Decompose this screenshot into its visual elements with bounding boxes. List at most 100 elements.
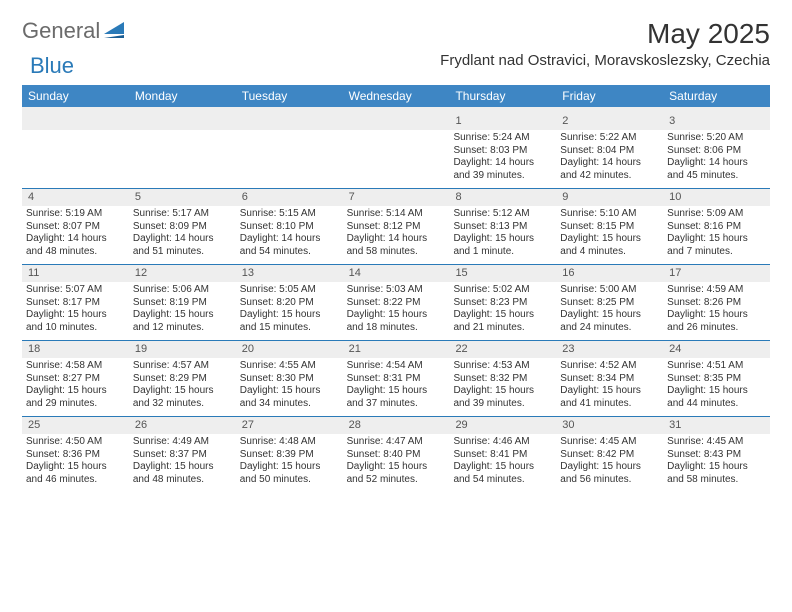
sunrise-text: Sunrise: 5:20 AM — [667, 132, 766, 145]
day-number: 1 — [449, 113, 556, 130]
day-number: 22 — [449, 341, 556, 358]
calendar-day-cell: 4Sunrise: 5:19 AMSunset: 8:07 PMDaylight… — [22, 188, 129, 264]
daylight-text: Daylight: 14 hours and 51 minutes. — [133, 233, 232, 258]
day-content — [129, 130, 236, 188]
daylight-text: Daylight: 14 hours and 39 minutes. — [453, 157, 552, 182]
calendar-day-cell: 13Sunrise: 5:05 AMSunset: 8:20 PMDayligh… — [236, 264, 343, 340]
calendar-day-cell: 1Sunrise: 5:24 AMSunset: 8:03 PMDaylight… — [449, 113, 556, 188]
weekday-label: Thursday — [449, 85, 556, 107]
brand-text-b: Blue — [30, 53, 74, 79]
calendar-week: 4Sunrise: 5:19 AMSunset: 8:07 PMDaylight… — [22, 188, 770, 264]
sunrise-text: Sunrise: 4:48 AM — [240, 436, 339, 449]
sunset-text: Sunset: 8:04 PM — [560, 145, 659, 158]
sunset-text: Sunset: 8:41 PM — [453, 449, 552, 462]
day-number: 23 — [556, 341, 663, 358]
calendar-day-cell: 29Sunrise: 4:46 AMSunset: 8:41 PMDayligh… — [449, 416, 556, 492]
sunset-text: Sunset: 8:10 PM — [240, 221, 339, 234]
day-number: 11 — [22, 265, 129, 282]
calendar-day-cell: 2Sunrise: 5:22 AMSunset: 8:04 PMDaylight… — [556, 113, 663, 188]
weekday-label: Tuesday — [236, 85, 343, 107]
daylight-text: Daylight: 15 hours and 18 minutes. — [347, 309, 446, 334]
sunrise-text: Sunrise: 5:22 AM — [560, 132, 659, 145]
calendar-day-cell: 9Sunrise: 5:10 AMSunset: 8:15 PMDaylight… — [556, 188, 663, 264]
sunset-text: Sunset: 8:06 PM — [667, 145, 766, 158]
daylight-text: Daylight: 15 hours and 15 minutes. — [240, 309, 339, 334]
sunset-text: Sunset: 8:17 PM — [26, 297, 125, 310]
sunset-text: Sunset: 8:36 PM — [26, 449, 125, 462]
calendar-day-cell: 14Sunrise: 5:03 AMSunset: 8:22 PMDayligh… — [343, 264, 450, 340]
sunrise-text: Sunrise: 5:06 AM — [133, 284, 232, 297]
calendar-week: 11Sunrise: 5:07 AMSunset: 8:17 PMDayligh… — [22, 264, 770, 340]
brand-logo: General — [22, 18, 128, 44]
day-number: 10 — [663, 189, 770, 206]
sunrise-text: Sunrise: 5:17 AM — [133, 208, 232, 221]
sunset-text: Sunset: 8:34 PM — [560, 373, 659, 386]
daylight-text: Daylight: 15 hours and 32 minutes. — [133, 385, 232, 410]
day-content: Sunrise: 4:53 AMSunset: 8:32 PMDaylight:… — [449, 358, 556, 416]
day-content: Sunrise: 5:15 AMSunset: 8:10 PMDaylight:… — [236, 206, 343, 264]
sunset-text: Sunset: 8:32 PM — [453, 373, 552, 386]
day-number — [343, 113, 450, 130]
day-content: Sunrise: 5:02 AMSunset: 8:23 PMDaylight:… — [449, 282, 556, 340]
daylight-text: Daylight: 14 hours and 45 minutes. — [667, 157, 766, 182]
sunrise-text: Sunrise: 4:59 AM — [667, 284, 766, 297]
daylight-text: Daylight: 15 hours and 39 minutes. — [453, 385, 552, 410]
daylight-text: Daylight: 15 hours and 37 minutes. — [347, 385, 446, 410]
day-number: 15 — [449, 265, 556, 282]
sunset-text: Sunset: 8:13 PM — [453, 221, 552, 234]
calendar-day-cell — [129, 113, 236, 188]
sunset-text: Sunset: 8:12 PM — [347, 221, 446, 234]
day-content: Sunrise: 5:06 AMSunset: 8:19 PMDaylight:… — [129, 282, 236, 340]
calendar-day-cell: 11Sunrise: 5:07 AMSunset: 8:17 PMDayligh… — [22, 264, 129, 340]
day-number: 25 — [22, 417, 129, 434]
sunset-text: Sunset: 8:25 PM — [560, 297, 659, 310]
sunset-text: Sunset: 8:35 PM — [667, 373, 766, 386]
weekday-label: Saturday — [663, 85, 770, 107]
day-number — [129, 113, 236, 130]
daylight-text: Daylight: 15 hours and 24 minutes. — [560, 309, 659, 334]
calendar-day-cell: 5Sunrise: 5:17 AMSunset: 8:09 PMDaylight… — [129, 188, 236, 264]
day-number: 26 — [129, 417, 236, 434]
calendar-day-cell: 28Sunrise: 4:47 AMSunset: 8:40 PMDayligh… — [343, 416, 450, 492]
day-content: Sunrise: 4:45 AMSunset: 8:42 PMDaylight:… — [556, 434, 663, 492]
calendar-day-cell: 21Sunrise: 4:54 AMSunset: 8:31 PMDayligh… — [343, 340, 450, 416]
sunrise-text: Sunrise: 5:05 AM — [240, 284, 339, 297]
location-subtitle: Frydlant nad Ostravici, Moravskoslezsky,… — [440, 52, 770, 69]
day-content: Sunrise: 5:14 AMSunset: 8:12 PMDaylight:… — [343, 206, 450, 264]
day-content: Sunrise: 5:20 AMSunset: 8:06 PMDaylight:… — [663, 130, 770, 188]
calendar-day-cell: 20Sunrise: 4:55 AMSunset: 8:30 PMDayligh… — [236, 340, 343, 416]
sunset-text: Sunset: 8:42 PM — [560, 449, 659, 462]
day-number: 2 — [556, 113, 663, 130]
daylight-text: Daylight: 15 hours and 58 minutes. — [667, 461, 766, 486]
sunset-text: Sunset: 8:29 PM — [133, 373, 232, 386]
day-content: Sunrise: 4:54 AMSunset: 8:31 PMDaylight:… — [343, 358, 450, 416]
day-content — [343, 130, 450, 188]
sunrise-text: Sunrise: 4:46 AM — [453, 436, 552, 449]
day-content: Sunrise: 5:19 AMSunset: 8:07 PMDaylight:… — [22, 206, 129, 264]
daylight-text: Daylight: 15 hours and 12 minutes. — [133, 309, 232, 334]
calendar-day-cell: 3Sunrise: 5:20 AMSunset: 8:06 PMDaylight… — [663, 113, 770, 188]
calendar-day-cell: 30Sunrise: 4:45 AMSunset: 8:42 PMDayligh… — [556, 416, 663, 492]
calendar-week: 1Sunrise: 5:24 AMSunset: 8:03 PMDaylight… — [22, 113, 770, 188]
sunset-text: Sunset: 8:20 PM — [240, 297, 339, 310]
day-number: 27 — [236, 417, 343, 434]
day-content: Sunrise: 4:58 AMSunset: 8:27 PMDaylight:… — [22, 358, 129, 416]
sunrise-text: Sunrise: 5:24 AM — [453, 132, 552, 145]
calendar-day-cell: 19Sunrise: 4:57 AMSunset: 8:29 PMDayligh… — [129, 340, 236, 416]
sunrise-text: Sunrise: 5:02 AM — [453, 284, 552, 297]
daylight-text: Daylight: 15 hours and 46 minutes. — [26, 461, 125, 486]
weekday-label: Wednesday — [343, 85, 450, 107]
day-content: Sunrise: 5:09 AMSunset: 8:16 PMDaylight:… — [663, 206, 770, 264]
day-content: Sunrise: 4:59 AMSunset: 8:26 PMDaylight:… — [663, 282, 770, 340]
sunrise-text: Sunrise: 4:45 AM — [560, 436, 659, 449]
day-number: 8 — [449, 189, 556, 206]
brand-text-a: General — [22, 18, 100, 44]
day-number: 7 — [343, 189, 450, 206]
sunrise-text: Sunrise: 5:10 AM — [560, 208, 659, 221]
title-block: May 2025 Frydlant nad Ostravici, Moravsk… — [440, 18, 770, 69]
day-number: 19 — [129, 341, 236, 358]
day-number: 18 — [22, 341, 129, 358]
day-content: Sunrise: 4:55 AMSunset: 8:30 PMDaylight:… — [236, 358, 343, 416]
day-number: 9 — [556, 189, 663, 206]
daylight-text: Daylight: 14 hours and 58 minutes. — [347, 233, 446, 258]
